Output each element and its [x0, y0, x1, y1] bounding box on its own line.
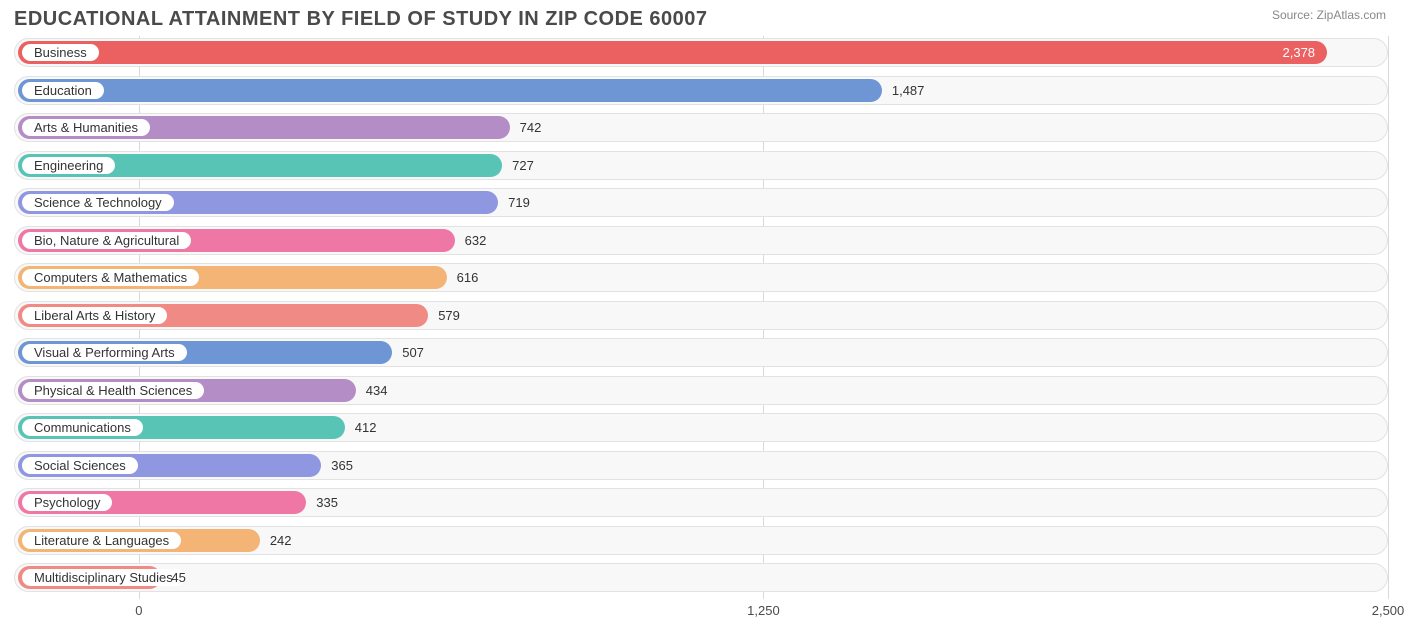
bar-label-pill: Bio, Nature & Agricultural	[22, 232, 191, 249]
bar	[18, 41, 1327, 64]
chart-row: Computers & Mathematics 616	[14, 261, 1388, 294]
x-axis-tick-label: 1,250	[747, 603, 780, 618]
bar-value: 579	[438, 299, 460, 332]
x-axis-tick-label: 2,500	[1372, 603, 1405, 618]
bar-value: 412	[355, 411, 377, 444]
bar-label-pill: Communications	[22, 419, 143, 436]
bar-label-pill: Education	[22, 82, 104, 99]
chart-area: Business 2,378 Education 1,487 Arts & Humani…	[14, 36, 1388, 599]
grid-line	[1388, 36, 1389, 599]
bar-value: 45	[171, 561, 185, 594]
chart-row: Multidisciplinary Studies45	[14, 561, 1388, 594]
chart-row: Physical & Health Sciences 434	[14, 374, 1388, 407]
bar-value: 507	[402, 336, 424, 369]
chart-rows: Business 2,378 Education 1,487 Arts & Humani…	[14, 36, 1388, 594]
chart-row: Communications 412	[14, 411, 1388, 444]
chart-source: Source: ZipAtlas.com	[1272, 8, 1386, 22]
chart-row: Visual & Performing Arts 507	[14, 336, 1388, 369]
bar-label-pill: Psychology	[22, 494, 112, 511]
bar-value: 616	[457, 261, 479, 294]
bar-value: 1,487	[892, 74, 925, 107]
bar-value: 335	[316, 486, 338, 519]
chart-header: EDUCATIONAL ATTAINMENT BY FIELD OF STUDY…	[0, 0, 1406, 35]
bar-value: 242	[270, 524, 292, 557]
bar-label-pill: Engineering	[22, 157, 115, 174]
bar-value: 2,378	[1283, 36, 1316, 69]
chart-row: Bio, Nature & Agricultural 632	[14, 224, 1388, 257]
bar-label-pill: Liberal Arts & History	[22, 307, 167, 324]
chart-row: Business 2,378	[14, 36, 1388, 69]
chart-row: Social Sciences 365	[14, 449, 1388, 482]
chart-row: Education 1,487	[14, 74, 1388, 107]
bar	[18, 79, 882, 102]
bar-label-pill: Arts & Humanities	[22, 119, 150, 136]
chart-row: Engineering 727	[14, 149, 1388, 182]
chart-title: EDUCATIONAL ATTAINMENT BY FIELD OF STUDY…	[14, 8, 708, 31]
bar-value: 719	[508, 186, 530, 219]
bar-value: 434	[366, 374, 388, 407]
chart-row: Arts & Humanities 742	[14, 111, 1388, 144]
chart-row: Liberal Arts & History 579	[14, 299, 1388, 332]
x-axis-tick-label: 0	[135, 603, 142, 618]
bar-label-pill: Science & Technology	[22, 194, 174, 211]
bar-track	[14, 563, 1388, 592]
bar-label-pill: Social Sciences	[22, 457, 138, 474]
bar-value: 742	[520, 111, 542, 144]
bar-label-pill: Business	[22, 44, 99, 61]
chart-row: Psychology 335	[14, 486, 1388, 519]
bar-value: 365	[331, 449, 353, 482]
chart-row: Science & Technology 719	[14, 186, 1388, 219]
chart-row: Literature & Languages 242	[14, 524, 1388, 557]
bar-label-pill: Multidisciplinary Studies	[22, 569, 185, 586]
bar-label-pill: Physical & Health Sciences	[22, 382, 204, 399]
bar-label-pill: Computers & Mathematics	[22, 269, 199, 286]
x-axis: 01,2502,500	[14, 603, 1388, 623]
bar-value: 727	[512, 149, 534, 182]
bar-label-pill: Literature & Languages	[22, 532, 181, 549]
bar-label-pill: Visual & Performing Arts	[22, 344, 187, 361]
bar-value: 632	[465, 224, 487, 257]
